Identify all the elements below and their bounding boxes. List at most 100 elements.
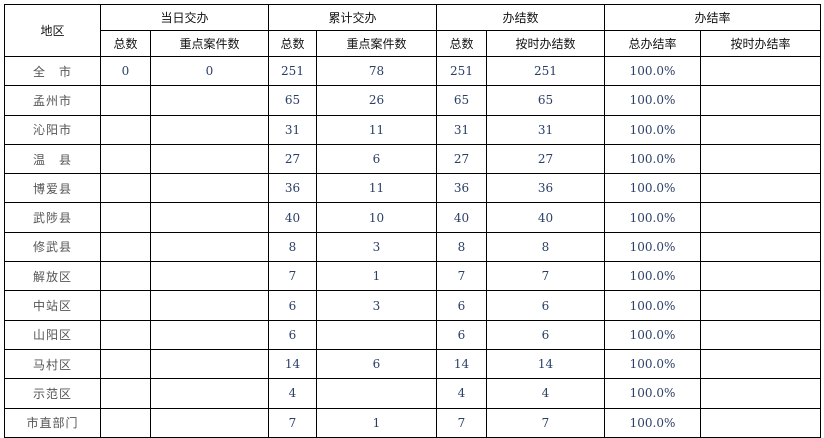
value-cell: 7 (436, 407, 487, 438)
value-cell: 251 (268, 55, 317, 87)
value-cell: 14 (436, 348, 487, 380)
subheader: 按时办结数 (486, 30, 605, 57)
value-cell: 1 (316, 407, 437, 438)
value-cell (150, 231, 269, 263)
table-row: 沁阳市 31 11 31 31 100.0% (4, 114, 821, 145)
value-cell (700, 202, 821, 233)
table-row: 马村区 14 6 14 14 100.0% (4, 348, 821, 380)
value-cell: 7 (486, 261, 605, 292)
value-cell (150, 85, 269, 116)
value-cell: 100.0% (604, 319, 701, 350)
value-cell (100, 348, 151, 380)
value-cell (316, 319, 437, 350)
table-row: 修武县 8 3 8 8 100.0% (4, 231, 821, 263)
value-cell: 0 (150, 55, 269, 87)
value-cell: 100.0% (604, 55, 701, 87)
value-cell: 6 (486, 319, 605, 350)
value-cell: 7 (268, 407, 317, 438)
value-cell (700, 114, 821, 145)
value-cell (150, 261, 269, 292)
table-row: 孟州市 65 26 65 65 100.0% (4, 85, 821, 116)
subheader: 总办结率 (604, 30, 701, 57)
region-cell: 马村区 (4, 348, 101, 380)
value-cell (700, 85, 821, 116)
value-cell (150, 378, 269, 409)
value-cell: 31 (268, 114, 317, 145)
table-row: 全 市 0 0 251 78 251 251 100.0% (4, 55, 821, 87)
value-cell: 4 (486, 378, 605, 409)
value-cell: 4 (268, 378, 317, 409)
value-cell (100, 319, 151, 350)
value-cell: 31 (436, 114, 487, 145)
value-cell (150, 143, 269, 175)
subheader: 总数 (100, 30, 151, 57)
value-cell: 6 (436, 319, 487, 350)
value-cell: 100.0% (604, 85, 701, 116)
region-cell: 解放区 (4, 261, 101, 292)
value-cell: 4 (436, 378, 487, 409)
value-cell (100, 378, 151, 409)
value-cell (150, 319, 269, 350)
value-cell (700, 378, 821, 409)
region-cell: 示范区 (4, 378, 101, 409)
value-cell: 27 (436, 143, 487, 175)
value-cell (100, 173, 151, 204)
table-row: 中站区 6 3 6 6 100.0% (4, 290, 821, 321)
value-cell (100, 290, 151, 321)
value-cell: 8 (268, 231, 317, 263)
value-cell (150, 114, 269, 145)
value-cell: 65 (268, 85, 317, 116)
value-cell: 40 (436, 202, 487, 233)
value-cell (150, 202, 269, 233)
value-cell (700, 290, 821, 321)
value-cell (100, 85, 151, 116)
value-cell: 100.0% (604, 407, 701, 438)
value-cell: 14 (268, 348, 317, 380)
value-cell: 100.0% (604, 348, 701, 380)
value-cell (100, 261, 151, 292)
value-cell (700, 55, 821, 87)
value-cell: 100.0% (604, 378, 701, 409)
value-cell (700, 143, 821, 175)
value-cell: 3 (316, 231, 437, 263)
header-region: 地区 (4, 4, 101, 57)
value-cell: 11 (316, 173, 437, 204)
value-cell (700, 319, 821, 350)
table-row: 武陟县 40 10 40 40 100.0% (4, 202, 821, 233)
region-cell: 市直部门 (4, 407, 101, 438)
value-cell: 100.0% (604, 261, 701, 292)
value-cell: 7 (268, 261, 317, 292)
value-cell (150, 290, 269, 321)
value-cell: 36 (486, 173, 605, 204)
value-cell (700, 173, 821, 204)
value-cell: 6 (486, 290, 605, 321)
value-cell: 40 (268, 202, 317, 233)
region-cell: 全 市 (4, 55, 101, 87)
region-cell: 山阳区 (4, 319, 101, 350)
region-cell: 中站区 (4, 290, 101, 321)
value-cell: 251 (436, 55, 487, 87)
value-cell: 11 (316, 114, 437, 145)
value-cell: 6 (316, 143, 437, 175)
value-cell (100, 407, 151, 438)
value-cell (150, 348, 269, 380)
value-cell: 36 (268, 173, 317, 204)
value-cell: 27 (486, 143, 605, 175)
header-daily-assigned: 当日交办 (100, 4, 269, 31)
table-row: 博爱县 36 11 36 36 100.0% (4, 173, 821, 204)
value-cell: 27 (268, 143, 317, 175)
region-cell: 温 县 (4, 143, 101, 175)
value-cell (100, 231, 151, 263)
value-cell: 100.0% (604, 173, 701, 204)
value-cell: 40 (486, 202, 605, 233)
value-cell: 36 (436, 173, 487, 204)
value-cell: 65 (486, 85, 605, 116)
value-cell (700, 261, 821, 292)
region-cell: 孟州市 (4, 85, 101, 116)
value-cell (700, 407, 821, 438)
value-cell (150, 407, 269, 438)
value-cell: 78 (316, 55, 437, 87)
value-cell (150, 173, 269, 204)
value-cell: 100.0% (604, 143, 701, 175)
value-cell: 100.0% (604, 202, 701, 233)
